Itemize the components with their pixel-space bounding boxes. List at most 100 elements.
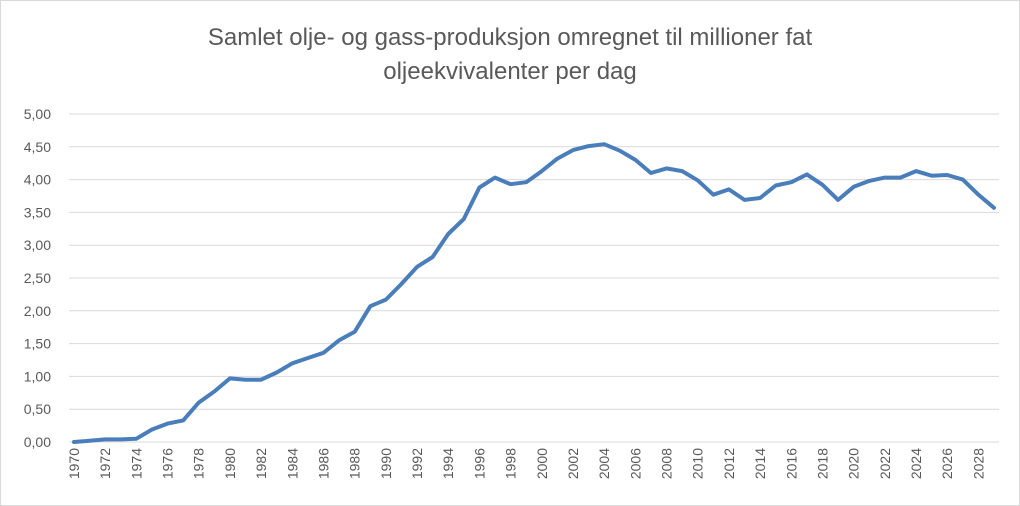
y-tick-label: 5,00 [24,106,51,122]
y-tick-label: 4,50 [24,139,51,155]
data-point [275,370,279,374]
data-point [197,401,201,405]
data-point [758,196,762,200]
data-point [493,176,497,180]
x-tick-label: 1982 [253,448,269,479]
x-tick-label: 2022 [877,448,893,479]
data-point [680,169,684,173]
y-tick-label: 4,00 [24,172,51,188]
data-point [898,176,902,180]
x-tick-label: 1986 [315,448,331,479]
y-tick-label: 3,50 [24,204,51,220]
x-tick-label: 1970 [66,448,82,479]
data-point [306,356,310,360]
data-point [540,169,544,173]
data-point [696,178,700,182]
data-point [961,178,965,182]
data-point [820,183,824,187]
x-tick-label: 1990 [378,448,394,479]
data-point [852,185,856,189]
data-point [945,173,949,177]
data-point [399,282,403,286]
y-tick-label: 0,50 [24,401,51,417]
chart-title-line-2: oljeekvivalenter per dag [383,58,637,85]
data-point [743,198,747,202]
data-point [509,182,513,186]
data-point [976,193,980,197]
x-tick-label: 1998 [503,448,519,479]
x-tick-label: 2014 [752,448,768,479]
x-tick-label: 2000 [534,448,550,479]
data-point [883,176,887,180]
data-point [166,422,170,426]
data-point [930,174,934,178]
data-point [555,157,559,161]
x-tick-label: 2020 [846,448,862,479]
chart-title-line-1: Samlet olje- og gass-produksjon omregnet… [207,24,813,51]
data-point [321,351,325,355]
data-point [992,206,996,210]
data-point [337,338,341,342]
data-point [462,217,466,221]
x-tick-label: 1980 [222,448,238,479]
data-point [431,255,435,259]
y-axis-ticks: 0,00 0,50 1,00 1,50 2,00 2,50 3,00 3,50 4,00 4,50… [24,106,51,450]
chart-title: Samlet olje- og gass-produksjon omregnet… [1,21,1019,89]
series-line [72,142,996,444]
data-point [181,418,185,422]
data-point [477,185,481,189]
data-point [119,437,123,441]
x-tick-label: 2026 [939,448,955,479]
data-point [384,298,388,302]
y-tick-label: 3,00 [24,237,51,253]
x-tick-label: 2002 [565,448,581,479]
data-point [244,378,248,382]
y-tick-label: 2,00 [24,303,51,319]
x-tick-label: 2006 [627,448,643,479]
y-tick-label: 1,00 [24,368,51,384]
x-tick-label: 1992 [409,448,425,479]
data-point [72,440,76,444]
x-tick-label: 1972 [97,448,113,479]
data-point [88,439,92,443]
data-point [415,265,419,269]
data-point [228,376,232,380]
data-point [103,437,107,441]
x-tick-label: 1996 [471,448,487,479]
x-tick-label: 2012 [721,448,737,479]
x-tick-label: 2028 [970,448,986,479]
data-point [867,179,871,183]
data-point [290,361,294,365]
data-point [914,169,918,173]
data-point [774,184,778,188]
x-tick-label: 1978 [191,448,207,479]
data-point [711,193,715,197]
data-point [150,428,154,432]
x-tick-label: 1984 [284,448,300,479]
data-point [805,172,809,176]
x-tick-label: 2004 [596,448,612,479]
x-tick-label: 2010 [690,448,706,479]
data-point [353,330,357,334]
x-tick-label: 2008 [659,448,675,479]
data-point [727,187,731,191]
x-tick-label: 1974 [128,448,144,479]
data-point [602,142,606,146]
data-point [789,180,793,184]
y-tick-label: 1,50 [24,336,51,352]
data-point [134,437,138,441]
data-point [212,389,216,393]
y-tick-label: 0,00 [24,434,51,450]
series-layer [72,142,996,444]
data-point [524,180,528,184]
data-point [633,158,637,162]
y-tick-label: 2,50 [24,270,51,286]
gridlines [69,113,999,443]
data-point [649,171,653,175]
x-tick-label: 2024 [908,448,924,479]
data-point [368,304,372,308]
data-point [446,232,450,236]
data-point [587,144,591,148]
x-tick-label: 2016 [783,448,799,479]
